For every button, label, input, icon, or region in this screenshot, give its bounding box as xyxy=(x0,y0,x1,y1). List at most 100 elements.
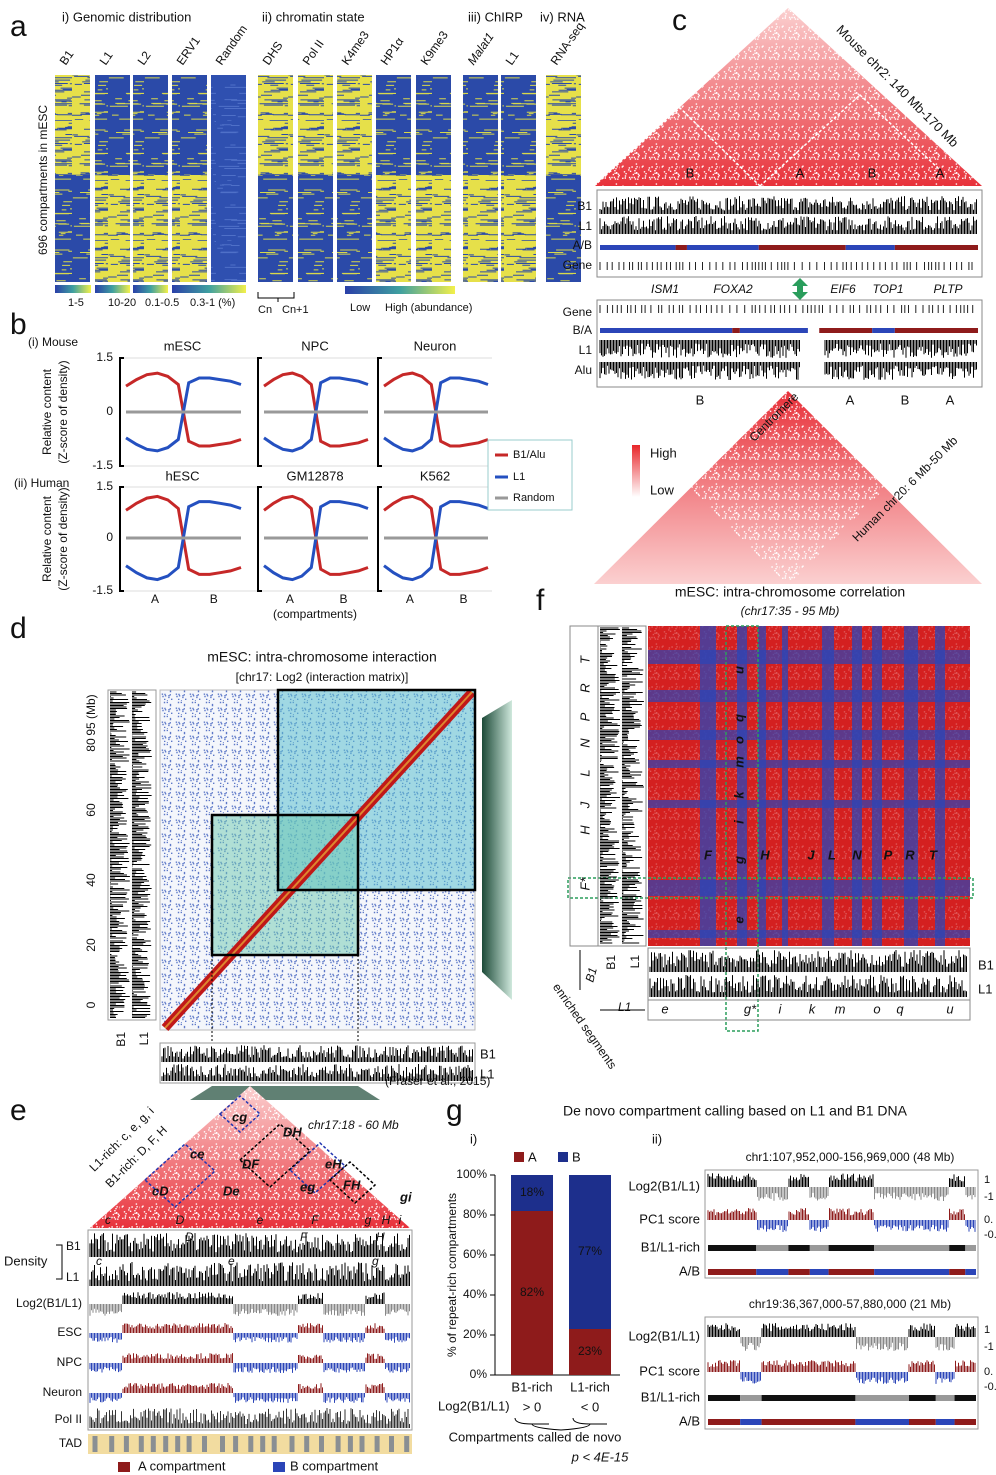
heatmap xyxy=(298,75,333,175)
column-label: ERV1 xyxy=(174,34,204,68)
heatmap-texture xyxy=(594,8,982,186)
curve-l1 xyxy=(264,502,368,580)
region-title: chr19:36,367,000-57,880,000 (21 Mb) xyxy=(749,1297,951,1311)
segment-marker: H xyxy=(376,1230,385,1244)
panel-header: i) Genomic distribution xyxy=(62,9,191,24)
panel-header: iii) ChIRP xyxy=(468,9,523,24)
x-tick-label: B1-rich xyxy=(511,1379,552,1394)
heatmap xyxy=(133,75,168,175)
segment-marker: F xyxy=(300,1230,308,1244)
segment-label: i xyxy=(731,820,746,824)
tick-label: 20 xyxy=(84,938,98,952)
axis xyxy=(378,358,382,466)
rich-track xyxy=(810,1245,829,1251)
heatmap xyxy=(258,175,293,282)
segment-label: q xyxy=(731,714,746,722)
heatmap xyxy=(376,175,411,282)
heatmap xyxy=(133,175,168,282)
legend-label: High xyxy=(650,445,677,460)
scale-label: -1 xyxy=(984,1191,994,1203)
signal-track xyxy=(90,1393,410,1403)
scale-label: 0. xyxy=(984,1214,993,1226)
bracket xyxy=(56,1245,62,1279)
condition: < 0 xyxy=(581,1399,599,1414)
legend-label: L1 xyxy=(513,471,525,483)
curve-l1 xyxy=(384,502,488,580)
panel-title: mESC: intra-chromosome interaction xyxy=(207,649,437,665)
track-label: A/B xyxy=(573,238,592,252)
signal-track xyxy=(90,1408,410,1428)
y-tick-label: 60% xyxy=(463,1247,487,1261)
track-label: L1 xyxy=(66,1270,80,1284)
rich-track xyxy=(788,1245,809,1251)
segment-label: P xyxy=(884,847,893,862)
compartment-label: A xyxy=(946,392,955,407)
rich-track xyxy=(955,1395,976,1401)
domain-label: gi xyxy=(399,1189,412,1204)
track-label: Log2(B1/L1) xyxy=(628,1178,700,1193)
segment-label: F xyxy=(311,1213,319,1227)
compartment-track xyxy=(756,1269,788,1275)
signal-track xyxy=(650,950,967,972)
arrow xyxy=(792,278,808,300)
scale-label: -0. xyxy=(984,1381,996,1393)
axis xyxy=(378,487,382,591)
heatmap-band xyxy=(648,690,970,702)
region-title: chr1:107,952,000-156,969,000 (48 Mb) xyxy=(746,1150,955,1164)
segment-label: J xyxy=(577,801,592,809)
x-label: B xyxy=(459,592,467,606)
signal-track xyxy=(741,1337,954,1351)
heatmap-band xyxy=(648,730,970,740)
tick-label: 1.5 xyxy=(96,479,113,493)
y-tick-label: 80% xyxy=(463,1207,487,1221)
segment-marker: g xyxy=(372,1254,379,1268)
signal-track xyxy=(708,1360,975,1372)
p-value: p < 4E-15 xyxy=(571,1449,630,1464)
compartment-track xyxy=(759,245,846,250)
legend-swatch xyxy=(118,1462,130,1472)
scale-label: 1 xyxy=(984,1324,990,1336)
curve-l1 xyxy=(126,502,241,580)
axis-label: Relative content xyxy=(40,495,54,582)
compartment-track xyxy=(909,1419,936,1425)
signal-track xyxy=(123,1383,384,1393)
gene-label: EIF6 xyxy=(830,282,856,296)
column-label: Malat1 xyxy=(465,30,497,68)
legend-swatch xyxy=(558,1152,568,1162)
region-label: chr17:18 - 60 Mb xyxy=(308,1118,399,1132)
compartment-label: A xyxy=(796,165,805,180)
segment-label: q xyxy=(896,1001,904,1016)
heatmap xyxy=(501,175,536,282)
track-label: Neuron xyxy=(43,1385,82,1399)
segment-label: R xyxy=(577,683,592,692)
curve-l1 xyxy=(264,378,368,451)
track-label: L1 xyxy=(618,1000,631,1014)
signal-track xyxy=(110,692,152,1018)
domain-label: eg xyxy=(300,1179,315,1194)
track-label: Gene xyxy=(563,258,593,272)
compartment-track xyxy=(732,328,740,333)
track-label: L1 xyxy=(628,955,642,969)
segment-label: H xyxy=(382,1213,391,1227)
signal-track xyxy=(123,1292,384,1304)
gene-track xyxy=(600,262,972,270)
panel-label: g xyxy=(446,1094,463,1127)
segment-label: i xyxy=(779,1001,783,1016)
color-scale xyxy=(632,445,640,497)
value-label: 18% xyxy=(520,1185,544,1199)
signal-track xyxy=(123,1323,384,1333)
compartment-track xyxy=(762,1419,856,1425)
note: Compartments called de novo xyxy=(449,1429,622,1444)
segment-label: L xyxy=(577,769,592,776)
x-label: A xyxy=(151,592,159,606)
y-tick-label: 100% xyxy=(456,1167,487,1181)
panel-label: a xyxy=(10,10,27,43)
panel-label: d xyxy=(10,612,27,645)
legend-label: B compartment xyxy=(290,1458,379,1473)
scale-label: 1-5 xyxy=(68,297,84,309)
x-label: A xyxy=(286,592,294,606)
track-label: B1 xyxy=(480,1046,496,1061)
segment-label: N xyxy=(577,738,592,748)
segment-label: k xyxy=(731,791,746,799)
rich-track xyxy=(756,1245,788,1251)
